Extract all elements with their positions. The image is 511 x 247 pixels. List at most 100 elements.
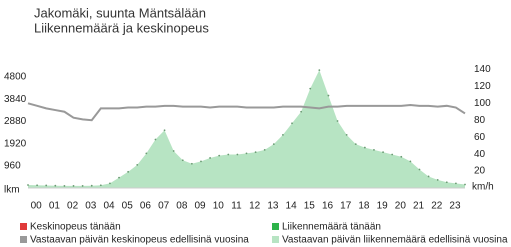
volume-dot — [291, 122, 293, 125]
y-tick-label: 960 — [4, 160, 21, 171]
x-tick-label: 03 — [85, 201, 97, 212]
x-tick-label: 08 — [176, 201, 188, 212]
volume-area — [28, 70, 465, 188]
x-tick-label: 13 — [267, 201, 279, 212]
chart-title: Jakomäki, suunta Mäntsälään — [34, 5, 206, 20]
volume-dot — [127, 170, 130, 173]
volume-dot — [409, 160, 412, 163]
volume-dot — [254, 151, 257, 154]
volume-dot — [272, 143, 275, 145]
volume-dot — [109, 182, 111, 185]
x-tick-label: 04 — [103, 201, 115, 212]
legend-swatch — [20, 223, 27, 230]
chart-subtitle: Liikennemäärä ja keskinopeus — [34, 20, 209, 35]
x-tick-label: 21 — [413, 201, 425, 212]
x-tick-label: 06 — [140, 201, 152, 212]
legend-swatch — [272, 236, 279, 243]
volume-dot — [382, 151, 384, 154]
volume-dot — [445, 181, 448, 184]
volume-dot — [145, 152, 148, 155]
x-tick-label: 00 — [31, 201, 43, 212]
legend-swatch — [272, 223, 279, 230]
volume-dot — [300, 110, 303, 113]
volume-dot — [200, 160, 202, 163]
y2-tick-label: 40 — [474, 149, 486, 160]
x-tick-label: 02 — [67, 201, 79, 212]
x-tick-label: 09 — [195, 201, 207, 212]
y-tick-label: 3840 — [4, 94, 27, 105]
y-unit: lkm — [4, 185, 20, 196]
volume-dot — [218, 154, 221, 157]
volume-dot — [136, 163, 139, 166]
volume-dot — [336, 120, 339, 122]
x-tick-label: 16 — [322, 201, 334, 212]
x-tick-label: 23 — [449, 201, 461, 212]
volume-dot — [190, 162, 193, 165]
y2-tick-label: 140 — [474, 64, 491, 75]
legend-label: Vastaavan päivän keskinopeus edellisinä … — [30, 235, 249, 246]
volume-dot — [36, 184, 39, 187]
x-tick-label: 17 — [340, 201, 352, 212]
volume-dot — [436, 179, 439, 181]
volume-dot — [400, 155, 403, 158]
y-tick-label: 1920 — [4, 138, 27, 149]
speed-line — [27, 102, 466, 122]
volume-dot — [464, 183, 466, 186]
x-tick-label: 01 — [49, 201, 61, 212]
volume-dot — [418, 168, 421, 171]
legend-label: Liikennemäärä tänään — [282, 222, 381, 233]
x-tick-label: 19 — [377, 201, 389, 212]
x-tick-label: 18 — [358, 201, 370, 212]
x-tick-label: 15 — [304, 201, 316, 212]
y2-tick-label: 60 — [474, 132, 486, 143]
legend-label: Keskinopeus tänään — [30, 222, 121, 233]
volume-dot — [81, 185, 84, 187]
volume-dot — [99, 184, 102, 187]
volume-dot — [245, 152, 248, 155]
volume-dot — [263, 148, 266, 151]
volume-dot — [172, 150, 175, 152]
volume-dot — [363, 146, 366, 149]
y2-tick-label: 120 — [474, 81, 491, 92]
y2-tick-label: 20 — [474, 166, 486, 177]
y-tick-label: 4800 — [4, 72, 27, 83]
volume-dot — [54, 184, 57, 187]
x-tick-label: 07 — [158, 201, 170, 212]
volume-dot — [354, 143, 357, 145]
y2-tick-label: 80 — [474, 115, 486, 126]
volume-dot — [118, 176, 120, 179]
volume-dot — [427, 175, 430, 178]
volume-dot — [90, 184, 93, 187]
volume-dot — [327, 94, 330, 97]
volume-dot — [154, 138, 157, 141]
volume-dot — [373, 148, 375, 151]
volume-dot — [236, 153, 239, 156]
x-tick-label: 20 — [395, 201, 407, 212]
x-tick-label: 12 — [249, 201, 261, 212]
y-tick-label: 2880 — [4, 116, 27, 127]
volume-dot — [345, 133, 348, 136]
volume-dot — [391, 153, 394, 156]
volume-dot — [282, 133, 284, 136]
volume-dot — [63, 185, 66, 187]
volume-dot — [309, 87, 312, 90]
volume-dot — [72, 185, 75, 187]
y2-tick-label: 100 — [474, 98, 491, 109]
volume-dot — [318, 69, 321, 72]
x-tick-label: 11 — [231, 201, 242, 212]
volume-dot — [45, 184, 48, 187]
x-tick-label: 14 — [286, 201, 298, 212]
volume-dot — [227, 153, 230, 156]
volume-dot — [209, 157, 211, 159]
volume-dot — [454, 182, 457, 185]
x-tick-label: 22 — [431, 201, 443, 212]
legend-swatch — [20, 236, 27, 243]
legend-label: Vastaavan päivän liikennemäärä edellisin… — [282, 235, 508, 246]
y2-unit: km/h — [472, 182, 494, 193]
x-tick-label: 05 — [122, 201, 134, 212]
volume-dot — [181, 159, 184, 162]
x-tick-label: 10 — [213, 201, 225, 212]
volume-dot — [27, 184, 29, 186]
